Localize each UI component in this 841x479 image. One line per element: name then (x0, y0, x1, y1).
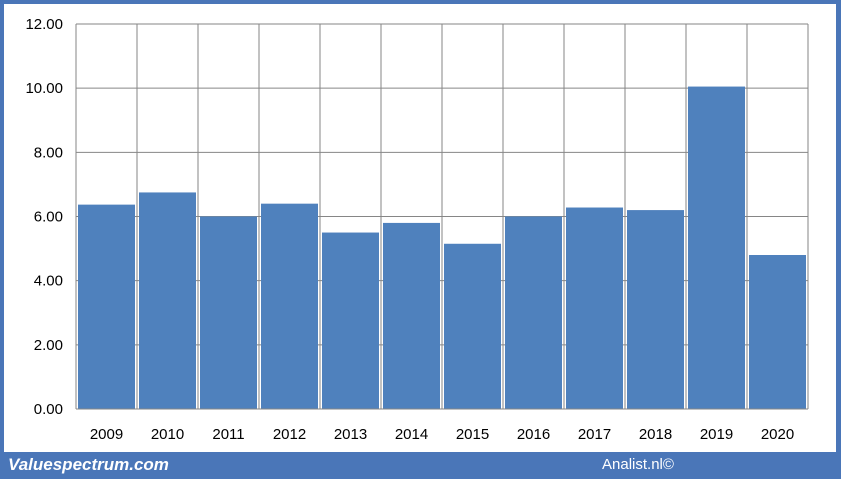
footer-brand-left: Valuespectrum.com (8, 455, 169, 474)
x-tick-label: 2016 (517, 426, 550, 443)
y-tick-label: 10.00 (25, 80, 63, 97)
bar (78, 204, 135, 409)
x-tick-label: 2018 (639, 426, 672, 443)
x-tick-label: 2014 (395, 426, 428, 443)
x-tick-label: 2012 (273, 426, 306, 443)
bar (566, 207, 623, 409)
bar (322, 232, 379, 409)
bar (444, 243, 501, 409)
y-tick-label: 12.00 (25, 16, 63, 33)
x-tick-label: 2019 (700, 426, 733, 443)
x-tick-label: 2013 (334, 426, 367, 443)
y-tick-label: 2.00 (34, 337, 63, 354)
bar-chart: 0.00 2.00 4.00 6.00 8.00 10.00 12.00 2009 2010 20… (25, 16, 809, 443)
x-tick-label: 2017 (578, 426, 611, 443)
bar (139, 192, 196, 409)
bar (505, 216, 562, 409)
y-tick-label: 0.00 (34, 401, 63, 418)
y-tick-label: 6.00 (34, 209, 63, 226)
x-tick-label: 2010 (151, 426, 184, 443)
x-tick-label: 2020 (761, 426, 794, 443)
bar (383, 222, 440, 409)
bar (688, 86, 745, 409)
footer-brand-right: Analist.nl© (602, 456, 674, 473)
x-tick-label: 2015 (456, 426, 489, 443)
x-tick-label: 2011 (212, 426, 244, 443)
x-tick-label: 2009 (90, 426, 123, 443)
y-tick-label: 4.00 (34, 273, 63, 290)
y-tick-label: 8.00 (34, 144, 63, 161)
bar (749, 255, 806, 409)
bar (627, 210, 684, 409)
bar (261, 203, 318, 409)
chart-panel: 0.00 2.00 4.00 6.00 8.00 10.00 12.00 2009 2010 20… (4, 4, 836, 452)
bar (200, 216, 257, 409)
